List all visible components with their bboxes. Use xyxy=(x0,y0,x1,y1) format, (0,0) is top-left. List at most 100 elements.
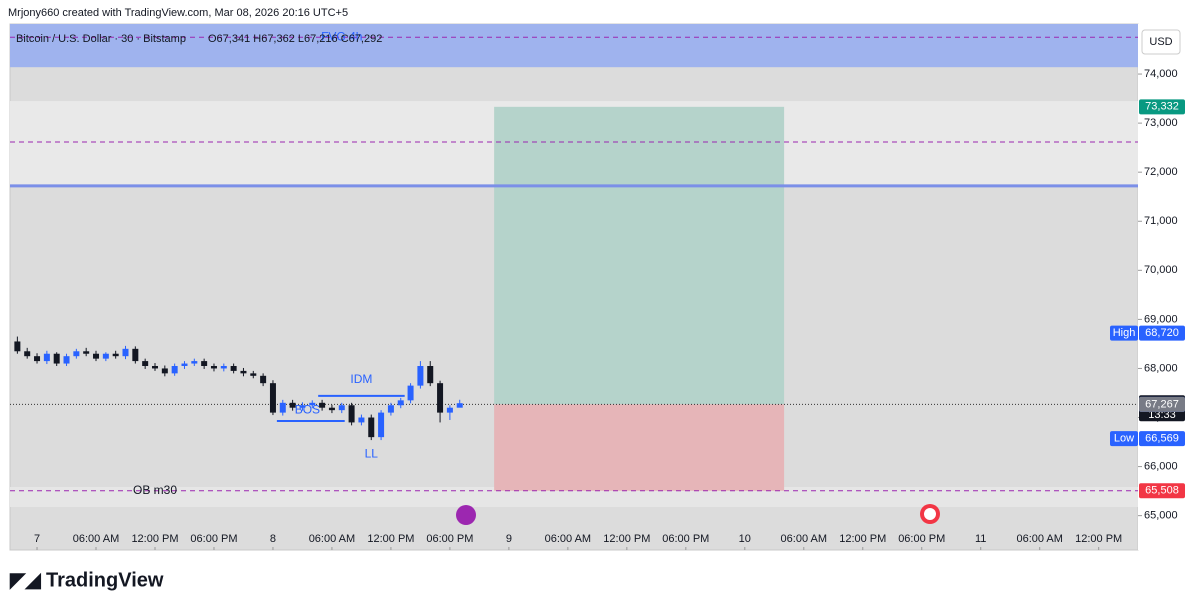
candle-body xyxy=(230,365,237,371)
x-tick-label: 06:00 AM xyxy=(309,533,355,545)
x-tick-label: 10 xyxy=(739,533,751,545)
x-tick-label: 06:00 PM xyxy=(190,533,237,545)
x-tick-label: 12:00 PM xyxy=(1075,533,1122,545)
x-tick-label: 12:00 PM xyxy=(603,533,650,545)
candle-body xyxy=(368,417,375,438)
x-tick-label: 12:00 PM xyxy=(131,533,178,545)
candle-body xyxy=(456,403,463,408)
candle-body xyxy=(83,351,90,354)
candle-body xyxy=(348,405,355,423)
price-label: 68,720 xyxy=(1145,327,1179,339)
candle-body xyxy=(34,356,41,362)
candle-body xyxy=(437,383,444,413)
candle-body xyxy=(417,365,424,386)
candle-body xyxy=(378,412,385,438)
candle-body xyxy=(279,402,286,413)
candle-body xyxy=(151,365,158,369)
x-tick-label: 06:00 AM xyxy=(1016,533,1062,545)
candle-body xyxy=(112,353,119,357)
y-tick-label: 65,000 xyxy=(1144,510,1178,522)
candle-body xyxy=(14,341,21,352)
y-tick-label: 72,000 xyxy=(1144,166,1178,178)
bottom-band xyxy=(10,487,1138,507)
candle-body xyxy=(201,361,208,366)
x-tick-label: 12:00 PM xyxy=(839,533,886,545)
zone xyxy=(10,24,1138,68)
event-icon[interactable] xyxy=(456,505,476,525)
candle-body xyxy=(102,353,109,359)
annotation: BOS xyxy=(295,402,320,416)
candle-body xyxy=(387,405,394,413)
loss-zone xyxy=(494,404,785,491)
candle-body xyxy=(407,385,414,401)
price-label: 73,332 xyxy=(1145,101,1179,113)
price-tag: High xyxy=(1113,327,1136,339)
x-tick-label: 9 xyxy=(506,533,512,545)
price-label-sub: 13:33 xyxy=(1148,409,1176,421)
candle-body xyxy=(240,370,247,374)
candle-body xyxy=(63,356,70,364)
symbol-title: Bitcoin / U.S. Dollar · 30 · Bitstamp xyxy=(16,33,186,45)
x-tick-label: 8 xyxy=(270,533,276,545)
y-tick-label: 68,000 xyxy=(1144,362,1178,374)
price-label-box xyxy=(1139,431,1185,447)
currency[interactable]: USD xyxy=(1149,36,1172,48)
brand-logo: ◤◢ xyxy=(9,569,41,591)
y-tick-label: 71,000 xyxy=(1144,215,1178,227)
candle-body xyxy=(427,365,434,384)
candle-body xyxy=(446,407,453,413)
x-tick-label: 06:00 PM xyxy=(898,533,945,545)
price-label: 66,569 xyxy=(1145,433,1179,445)
flag-icon-inner xyxy=(924,508,936,520)
candle-body xyxy=(358,417,365,423)
y-tick-label: 74,000 xyxy=(1144,68,1178,80)
candle-body xyxy=(250,373,257,376)
candle-body xyxy=(210,365,217,369)
candle-body xyxy=(338,405,345,411)
annotation: FVG 4h xyxy=(321,29,362,43)
header-text: Mrjony660 created with TradingView.com, … xyxy=(8,7,348,19)
y-tick-label: 70,000 xyxy=(1144,264,1178,276)
y-tick-label: 69,000 xyxy=(1144,313,1178,325)
candle-body xyxy=(53,353,60,364)
candle-body xyxy=(309,402,316,406)
candle-body xyxy=(171,365,178,374)
candle-body xyxy=(161,368,168,374)
icons xyxy=(456,504,940,525)
price-tag: Low xyxy=(1114,433,1134,445)
ohlc-text: O67,341 H67,362 L67,216 C67,292 xyxy=(208,33,382,45)
candle-body xyxy=(24,351,31,357)
candle-body xyxy=(220,365,227,369)
annotation: LL xyxy=(365,446,379,460)
price-label: 65,508 xyxy=(1145,485,1179,497)
price-tag-box xyxy=(1110,325,1138,341)
price-label-box xyxy=(1139,483,1185,499)
candle-body xyxy=(181,363,188,366)
price-tag-box xyxy=(1110,431,1138,447)
x-tick-label: 06:00 PM xyxy=(426,533,473,545)
annotation: OB m30 xyxy=(133,483,177,497)
x-tick-label: 06:00 AM xyxy=(781,533,827,545)
brand-name: TradingView xyxy=(46,569,164,591)
x-tick-label: 7 xyxy=(34,533,40,545)
price-label-box xyxy=(1139,325,1185,341)
currency-box[interactable] xyxy=(1141,29,1181,55)
candle-body xyxy=(260,375,267,384)
candle-body xyxy=(191,361,198,364)
x-tick-label: 11 xyxy=(975,533,986,545)
annotation: IDM xyxy=(350,372,372,386)
candle-body xyxy=(328,407,335,411)
price-label-box xyxy=(1139,396,1185,412)
candle-body xyxy=(43,353,50,362)
x-tick-label: 12:00 PM xyxy=(367,533,414,545)
candle-body xyxy=(142,361,149,366)
candle-body xyxy=(132,348,139,362)
candle-body xyxy=(269,383,276,413)
x-tick-label: 06:00 PM xyxy=(662,533,709,545)
candle-body xyxy=(93,353,100,359)
candle-body xyxy=(319,402,326,408)
price-label: 67,267 xyxy=(1145,398,1179,410)
candle-body xyxy=(122,348,129,357)
x-tick-label: 06:00 AM xyxy=(545,533,591,545)
candle-body xyxy=(73,351,80,357)
